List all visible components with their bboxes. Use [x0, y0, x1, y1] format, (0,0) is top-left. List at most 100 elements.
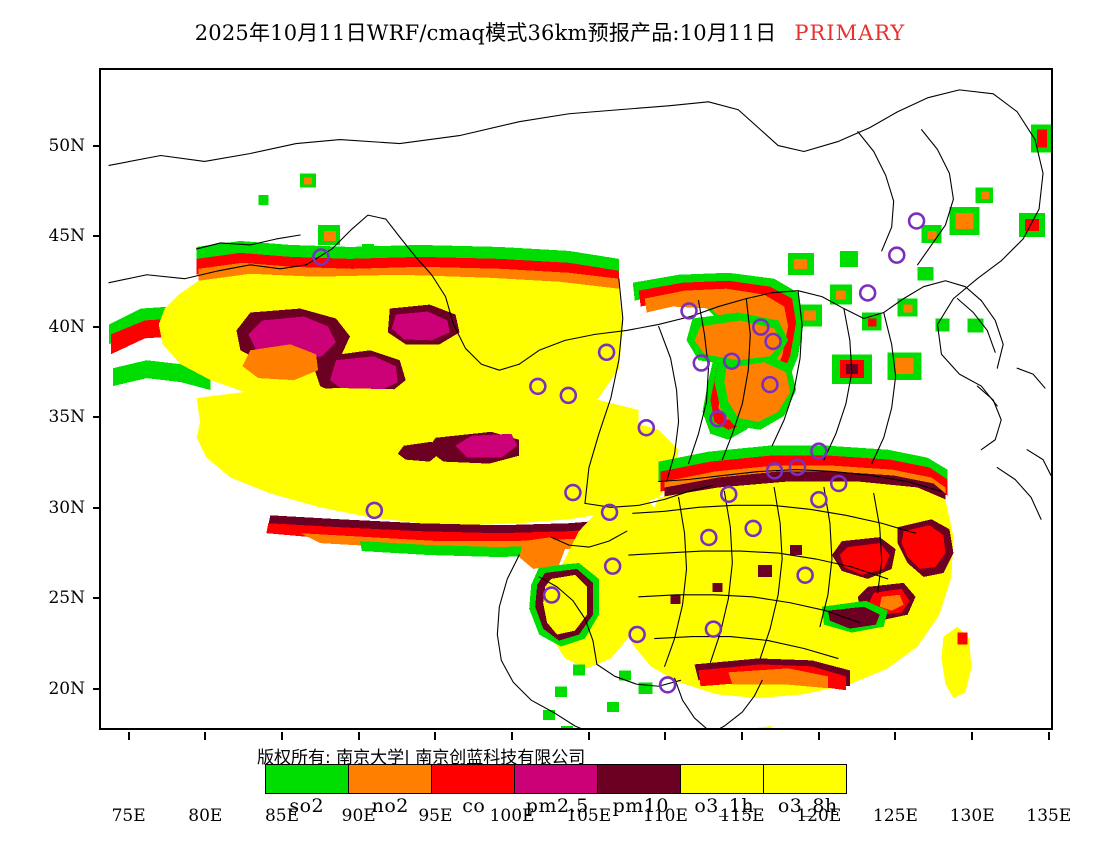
y-tick: [93, 506, 101, 509]
legend-labels: so2 no2 co pm2.5 pm10 o3_1h o3_8h: [265, 795, 850, 817]
y-tick: [93, 325, 101, 328]
chart-title: 2025年10月11日WRF/cmaq模式36km预报产品:10月11日 PRIM…: [0, 20, 1100, 46]
city-marker: [658, 676, 677, 694]
x-tick: [357, 732, 360, 740]
city-marker: [542, 586, 561, 604]
legend-swatch-no2: [349, 765, 432, 793]
x-tick-label: 125E: [873, 806, 918, 826]
x-tick: [664, 732, 667, 740]
city-marker: [764, 332, 782, 351]
legend-swatch-so2: [266, 765, 349, 793]
city-marker: [312, 248, 330, 266]
region-east-south-china: [543, 445, 972, 728]
y-tick-label: 40N: [48, 316, 85, 337]
legend-label-no2: no2: [371, 795, 409, 817]
x-tick: [817, 732, 820, 740]
city-marker: [709, 410, 727, 428]
y-tick: [93, 235, 101, 238]
legend-label-o3-1h: o3_1h: [694, 795, 755, 817]
city-marker: [810, 442, 828, 460]
city-marker: [559, 386, 578, 405]
region-north-china-cells: [788, 250, 950, 332]
city-marker: [637, 418, 656, 437]
x-tick: [434, 732, 437, 740]
x-tick-label: 85E: [264, 806, 299, 826]
x-tick-label: 105E: [566, 806, 612, 826]
city-marker: [680, 302, 698, 320]
coastline-and-borders: [108, 89, 1051, 728]
city-marker: [719, 485, 738, 504]
y-tick-label: 45N: [48, 226, 85, 247]
y-tick: [93, 687, 101, 690]
y-tick-label: 50N: [48, 135, 85, 156]
city-marker: [765, 462, 784, 480]
x-tick-label: 90E: [341, 806, 376, 826]
x-tick: [1047, 732, 1050, 740]
y-tick-label: 25N: [48, 588, 85, 609]
map-plot-frame: 75E 80E 85E 90E 95E 100E 105E 110E 115E 120E 125E 1…: [48, 68, 1071, 826]
y-tick-label: 30N: [48, 497, 85, 518]
x-tick-label: 130E: [949, 806, 995, 826]
city-marker: [704, 620, 723, 638]
legend-label-pm10: pm10: [612, 795, 669, 817]
city-marker: [628, 625, 646, 644]
map-canvas: [101, 70, 1051, 728]
title-primary-flag: PRIMARY: [794, 21, 906, 45]
legend-swatch-o3-8h: [764, 765, 846, 793]
x-tick: [971, 732, 974, 740]
city-marker: [887, 246, 906, 264]
x-tick: [894, 732, 897, 740]
legend-colorbar: [265, 764, 847, 794]
region-xinjiang: [108, 173, 623, 432]
city-marker: [761, 375, 779, 394]
legend-swatch-pm10: [598, 765, 681, 793]
city-marker: [700, 528, 718, 547]
city-marker-layer: [312, 212, 926, 694]
city-marker: [365, 501, 384, 520]
city-marker: [603, 557, 622, 575]
y-tick: [93, 597, 101, 600]
legend-swatch-o3-1h: [681, 765, 764, 793]
city-marker: [597, 343, 616, 362]
y-tick-label: 35N: [48, 407, 85, 428]
city-marker: [564, 483, 582, 502]
x-tick-label: 80E: [188, 806, 223, 826]
city-marker: [744, 519, 762, 538]
city-marker: [529, 377, 547, 396]
x-tick-label: 135E: [1026, 806, 1072, 826]
y-tick-label: 20N: [48, 678, 85, 699]
copyright-text: 版权所有: 南京大学| 南京创蓝科技有限公司: [257, 748, 586, 768]
legend-label-so2: so2: [289, 795, 325, 817]
x-tick-label: 95E: [418, 806, 453, 826]
x-tick-label: 110E: [642, 806, 688, 826]
city-marker: [858, 284, 877, 302]
y-tick: [93, 144, 101, 147]
map-raster: [101, 70, 1051, 728]
region-northeast: [831, 124, 1051, 385]
legend-label-co: co: [462, 795, 486, 817]
city-marker: [752, 318, 770, 336]
legend-label-pm2-5: pm2.5: [525, 795, 589, 817]
x-tick: [587, 732, 590, 740]
x-tick: [741, 732, 744, 740]
title-text: 2025年10月11日WRF/cmaq模式36km预报产品:10月11日: [194, 21, 777, 45]
x-tick: [127, 732, 130, 740]
city-marker: [810, 490, 828, 509]
city-marker: [829, 474, 848, 493]
city-marker: [600, 503, 619, 522]
x-tick: [511, 732, 514, 740]
x-tick-label: 100E: [489, 806, 535, 826]
city-marker: [692, 354, 711, 372]
city-marker: [788, 458, 807, 477]
x-tick-label: 75E: [111, 806, 146, 826]
legend-label-o3-8h: o3_8h: [777, 795, 838, 817]
region-tibet-qinghai: [196, 388, 679, 558]
y-tick: [93, 416, 101, 419]
x-tick: [204, 732, 207, 740]
city-marker: [796, 566, 814, 584]
x-tick-label: 115E: [719, 806, 765, 826]
city-marker: [722, 352, 741, 370]
legend-swatch-pm2-5: [515, 765, 598, 793]
x-tick: [280, 732, 283, 740]
